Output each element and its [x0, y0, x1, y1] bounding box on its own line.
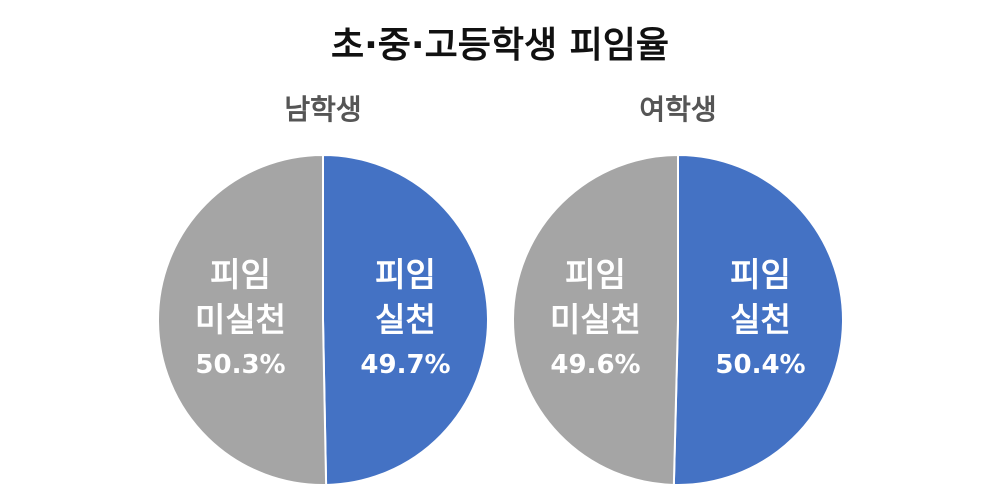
slice-category: 피임 실천 [730, 255, 791, 339]
slice-value-label: 49.7% [360, 350, 451, 380]
main-title: 초·중·고등학생 피임율 [331, 25, 669, 66]
slice-value-label: 50.4% [715, 350, 806, 380]
pie-title: 여학생 [639, 93, 717, 126]
slice-category: 피임 미실천 [549, 255, 642, 339]
pie-slice [672, 153, 844, 486]
slice-category: 피임 미실천 [194, 255, 287, 339]
pie-slice [512, 153, 679, 486]
pie-title: 남학생 [284, 93, 362, 126]
slice-value-label: 50.3% [195, 350, 286, 380]
pie-slice [157, 153, 328, 486]
slice-category: 피임 실천 [375, 255, 436, 339]
pie-slice [322, 153, 489, 486]
slice-value-label: 49.6% [550, 350, 641, 380]
